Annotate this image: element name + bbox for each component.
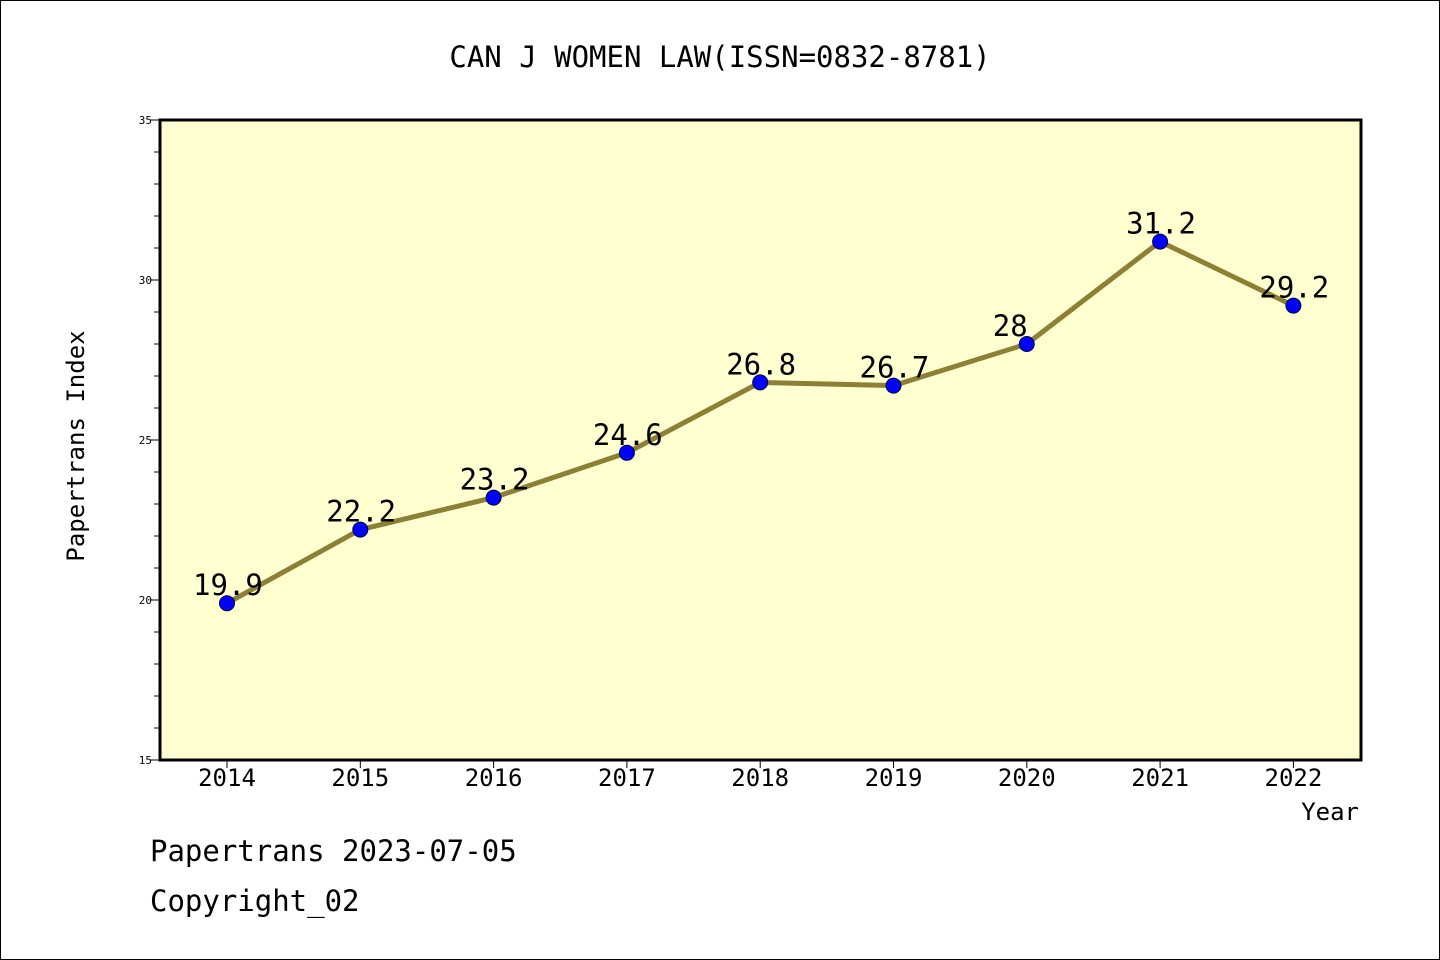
y-axis-label: Papertrans Index: [62, 330, 90, 561]
data-label: 29.2: [1259, 271, 1329, 305]
y-tick-label: 25: [139, 434, 152, 447]
chart-title: CAN J WOMEN LAW(ISSN=0832-8781): [449, 40, 990, 74]
series-markers: [219, 233, 1302, 612]
data-label: 24.6: [593, 418, 663, 452]
data-point: [1285, 297, 1302, 314]
y-tick-label: 35: [139, 114, 152, 127]
data-point: [1152, 233, 1169, 250]
data-label: 19.9: [193, 568, 263, 602]
footer-date: Papertrans 2023-07-05: [150, 834, 517, 868]
data-label: 28: [993, 309, 1028, 343]
x-axis-ticks: 2014 2015 2016 2017 2018 2019 2020 2021 2022: [198, 760, 1322, 792]
data-point: [618, 444, 635, 461]
data-label: 22.2: [326, 495, 396, 529]
data-point: [752, 374, 769, 391]
data-labels: 19.9 22.2 23.2 24.6 26.8 26.7 28 31.2 29.2: [193, 207, 1329, 603]
x-tick-label: 2019: [865, 764, 923, 792]
x-tick-label: 2017: [598, 764, 656, 792]
x-axis-label: Year: [1301, 798, 1359, 826]
x-tick-label: 2015: [331, 764, 389, 792]
x-tick-label: 2022: [1265, 764, 1323, 792]
data-point: [885, 377, 902, 394]
data-point: [219, 595, 235, 612]
x-tick-label: 2018: [731, 764, 789, 792]
data-label: 31.2: [1126, 207, 1196, 241]
x-tick-label: 2021: [1131, 764, 1189, 792]
data-label: 26.7: [860, 351, 930, 385]
y-tick-label: 20: [139, 594, 152, 607]
y-tick-label: 15: [139, 754, 152, 767]
data-point: [352, 521, 369, 538]
x-tick-label: 2016: [465, 764, 523, 792]
plot-area: [158, 118, 1363, 762]
footer-copyright: Copyright_02: [150, 884, 360, 918]
y-axis-ticks: 15 20 25 30 35: [139, 114, 160, 767]
y-tick-label: 30: [139, 274, 152, 287]
x-tick-label: 2014: [198, 764, 256, 792]
x-tick-label: 2020: [998, 764, 1056, 792]
data-label: 23.2: [460, 463, 530, 497]
data-point: [485, 489, 502, 506]
data-label: 26.8: [726, 347, 796, 381]
data-point: [1018, 336, 1035, 352]
